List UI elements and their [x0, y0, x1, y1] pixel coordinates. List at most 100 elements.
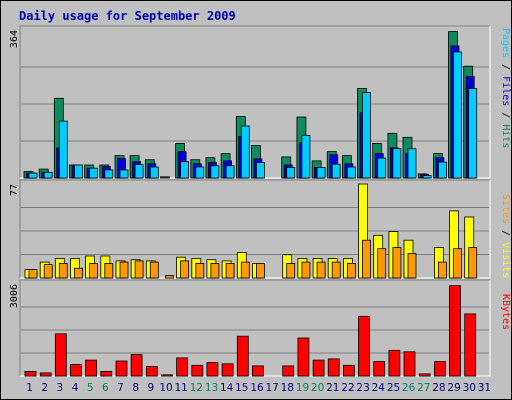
- kbytes-bar: [54, 333, 67, 377]
- kbytes-bar: [176, 357, 189, 377]
- side-legend-part: Sites: [500, 194, 511, 224]
- sites-bar: [225, 262, 235, 279]
- side-legend-part: Visits: [500, 242, 511, 278]
- day-label: 13: [205, 382, 218, 394]
- day-label: 1: [26, 382, 33, 394]
- kbytes-bar: [206, 362, 219, 377]
- sites-bar: [134, 260, 144, 279]
- day-label: 28: [432, 382, 445, 394]
- sites-bar: [392, 247, 402, 279]
- day-label: 16: [250, 382, 264, 394]
- kbytes-bar: [358, 315, 370, 377]
- kbytes-bar: [403, 351, 416, 377]
- day-label: 3: [57, 382, 64, 394]
- pages-bar: [453, 51, 462, 179]
- kbytes-bar: [236, 335, 249, 377]
- pages-bar: [180, 161, 190, 179]
- pages-bar: [377, 157, 387, 179]
- kbytes-bar: [130, 354, 143, 377]
- bars-hits-files-pages: [23, 31, 478, 179]
- sites-bar: [407, 253, 417, 279]
- side-legend-part: Files: [500, 76, 511, 106]
- pages-bar: [134, 164, 144, 179]
- day-label: 30: [463, 382, 476, 394]
- pages-bar: [392, 148, 402, 179]
- sites-bar: [28, 269, 38, 279]
- pages-bar: [301, 134, 311, 179]
- day-label: 7: [117, 382, 124, 394]
- kbytes-bar: [449, 285, 461, 377]
- pages-bar: [74, 164, 83, 179]
- pages-bar: [362, 92, 371, 179]
- day-label: 2: [41, 382, 48, 394]
- hits-bar: [160, 176, 170, 179]
- day-label: 6: [102, 382, 109, 394]
- kbytes-bar: [24, 370, 37, 377]
- pages-bar: [316, 166, 326, 179]
- kbytes-bar: [312, 359, 325, 377]
- pages-bar: [286, 166, 296, 179]
- kbytes-bar: [282, 365, 295, 377]
- kbytes-bar: [39, 372, 52, 377]
- sites-bar: [74, 267, 83, 279]
- day-label: 22: [341, 382, 354, 394]
- side-legend-top: Pages / Files / Hits: [500, 28, 511, 148]
- day-label: 24: [372, 382, 386, 394]
- day-label: 10: [159, 382, 172, 394]
- pages-bar: [28, 172, 38, 179]
- sites-bar: [240, 261, 250, 279]
- bars-kbytes: [24, 285, 477, 377]
- max-label: 3006: [9, 284, 20, 308]
- panel-visits-sites-frame-shadow: [19, 179, 490, 278]
- sites-bar: [286, 262, 296, 279]
- side-legend-bottom: KBytes: [500, 294, 511, 330]
- sites-bar: [468, 247, 478, 279]
- panel-kbytes: 3006: [9, 279, 491, 377]
- day-label: 25: [387, 382, 400, 394]
- kbytes-bar: [388, 349, 401, 377]
- pages-bar: [104, 169, 114, 179]
- day-label: 12: [190, 382, 203, 394]
- side-legend-part: /: [500, 58, 511, 76]
- pages-bar: [468, 88, 478, 179]
- pages-bar: [210, 165, 220, 179]
- sites-bar: [453, 248, 462, 279]
- kbytes-bar: [418, 373, 431, 377]
- kbytes-bar: [100, 370, 113, 377]
- day-label: 5: [87, 382, 94, 394]
- kbytes-bar: [327, 358, 340, 377]
- panel-hits-files-pages: 364: [9, 25, 491, 179]
- kbytes-bar: [464, 313, 477, 377]
- sites-bar: [119, 261, 129, 279]
- day-label: 31: [478, 382, 491, 394]
- sites-bar: [437, 261, 447, 279]
- side-legend-part: Pages: [500, 28, 511, 58]
- pages-bar: [255, 162, 265, 179]
- day-label: 8: [132, 382, 139, 394]
- side-legend-part: /: [500, 106, 511, 124]
- day-label: 9: [148, 382, 155, 394]
- pages-bar: [240, 125, 250, 179]
- sites-bar: [331, 261, 341, 279]
- side-legend-part: /: [500, 224, 511, 242]
- pages-bar: [119, 169, 129, 179]
- pages-bar: [43, 171, 53, 179]
- pages-bar: [149, 166, 159, 179]
- pages-bar: [195, 166, 205, 179]
- sites-bar: [195, 262, 205, 279]
- kbytes-bar: [115, 360, 128, 377]
- pages-bar: [331, 163, 341, 179]
- sites-bar: [301, 261, 311, 279]
- kbytes-bar: [221, 363, 234, 377]
- sites-bar: [149, 261, 159, 279]
- kbytes-bar: [297, 337, 310, 377]
- day-label: 26: [402, 382, 416, 394]
- pages-bar: [437, 161, 447, 179]
- max-label: 364: [9, 30, 20, 48]
- sites-bar: [180, 260, 190, 279]
- day-label: 27: [417, 382, 430, 394]
- day-label: 11: [175, 382, 188, 394]
- sites-bar: [377, 248, 387, 279]
- kbytes-bar: [342, 364, 355, 377]
